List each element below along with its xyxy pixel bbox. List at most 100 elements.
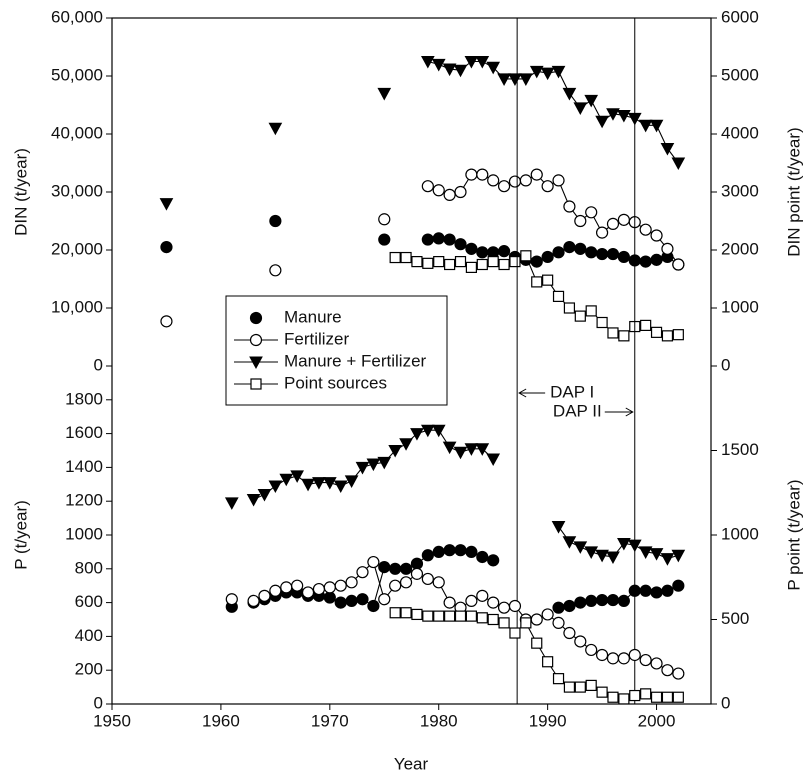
marker [574, 242, 587, 255]
marker [389, 607, 401, 619]
marker [465, 242, 478, 255]
marker [280, 581, 293, 594]
marker [246, 494, 261, 507]
marker [497, 245, 511, 258]
marker [661, 242, 674, 255]
marker [617, 594, 630, 608]
marker [671, 157, 686, 171]
marker [312, 582, 326, 596]
marker [431, 424, 446, 438]
plot-frame [111, 17, 712, 705]
marker [322, 477, 337, 490]
marker [563, 626, 576, 640]
y2-axis-title: DIN point (t/year) [784, 127, 803, 256]
y-tick-label: 10,000 [51, 297, 103, 316]
y-tick-label: 800 [75, 558, 103, 577]
marker [508, 599, 522, 613]
marker [388, 445, 403, 458]
y-tick-label: 1200 [65, 491, 103, 510]
marker [585, 206, 598, 219]
marker [476, 550, 489, 564]
marker [585, 246, 598, 259]
marker [661, 691, 674, 703]
marker [334, 579, 347, 592]
marker [249, 333, 263, 347]
marker [400, 607, 412, 619]
marker [268, 122, 283, 136]
marker [627, 539, 642, 553]
marker [487, 596, 500, 609]
marker [573, 102, 588, 115]
marker [432, 232, 445, 245]
x-tick-label: 1990 [529, 711, 567, 730]
marker [563, 302, 576, 314]
marker [519, 73, 533, 86]
marker [509, 627, 521, 639]
marker [541, 180, 554, 193]
y2-tick-label: 5000 [721, 65, 759, 84]
marker [377, 87, 392, 101]
marker [585, 679, 597, 692]
marker [563, 241, 576, 254]
marker [562, 536, 577, 549]
marker [672, 329, 684, 341]
marker [520, 250, 532, 262]
marker [640, 688, 652, 700]
marker [356, 593, 369, 606]
x-tick-label: 2000 [638, 711, 676, 730]
marker [160, 315, 173, 328]
marker [551, 65, 566, 79]
marker [453, 446, 468, 460]
marker [443, 188, 456, 201]
marker [672, 667, 685, 680]
marker [269, 214, 282, 228]
marker [432, 545, 445, 559]
marker [595, 593, 609, 607]
marker [552, 174, 565, 187]
marker [563, 599, 576, 613]
marker [617, 652, 630, 665]
x-tick-label: 1970 [311, 711, 349, 730]
marker [541, 608, 554, 621]
y-tick-label: 1800 [65, 389, 103, 408]
marker [476, 258, 488, 271]
marker [454, 610, 467, 622]
marker [476, 589, 489, 602]
marker [574, 310, 586, 322]
marker [639, 584, 652, 597]
marker [585, 305, 597, 317]
marker [650, 586, 663, 599]
y2-tick-label: 1500 [721, 440, 759, 459]
marker [454, 238, 467, 251]
marker [672, 258, 685, 271]
y-tick-label: 30,000 [51, 181, 103, 200]
marker [257, 488, 272, 502]
marker [573, 541, 588, 554]
marker [563, 681, 576, 693]
marker [433, 610, 445, 622]
marker [420, 424, 435, 438]
marker [595, 648, 609, 662]
marker [606, 217, 620, 230]
marker [487, 554, 500, 567]
marker [247, 594, 260, 608]
y-axis-title: DIN (t/year) [11, 148, 30, 236]
marker [410, 428, 424, 441]
marker [552, 601, 565, 614]
marker [671, 549, 686, 563]
annotation-label: DAP I [550, 382, 594, 401]
marker [442, 63, 457, 77]
marker [420, 56, 435, 69]
marker [433, 256, 445, 268]
marker [595, 549, 609, 563]
y-tick-label: 20,000 [51, 239, 103, 258]
marker [486, 453, 501, 466]
marker [540, 67, 555, 81]
marker [465, 261, 477, 273]
marker [465, 594, 478, 608]
marker [400, 251, 412, 264]
y-tick-label: 1000 [65, 524, 103, 543]
marker [606, 593, 620, 607]
y-tick-label: 200 [75, 660, 103, 679]
y-tick-label: 400 [75, 626, 103, 645]
